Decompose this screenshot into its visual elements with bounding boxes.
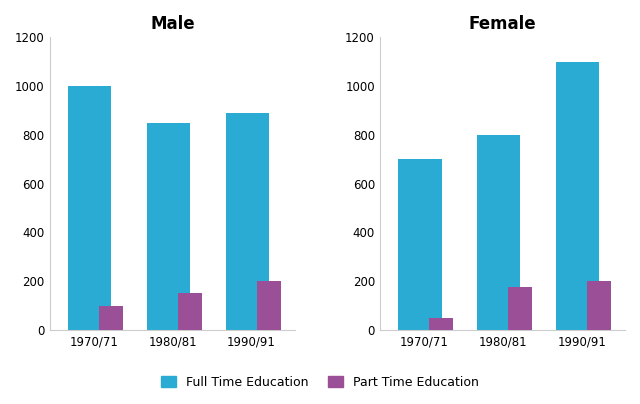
Bar xyxy=(178,293,202,330)
Bar xyxy=(587,281,611,330)
Bar xyxy=(99,306,123,330)
Bar xyxy=(508,287,532,330)
Bar xyxy=(556,62,600,330)
Title: Male: Male xyxy=(150,15,195,33)
Bar xyxy=(477,135,520,330)
Legend: Full Time Education, Part Time Education: Full Time Education, Part Time Education xyxy=(156,371,484,394)
Bar xyxy=(398,159,442,330)
Bar xyxy=(257,281,281,330)
Bar xyxy=(147,123,190,330)
Bar xyxy=(429,318,453,330)
Bar xyxy=(68,86,111,330)
Title: Female: Female xyxy=(469,15,536,33)
Bar xyxy=(226,113,269,330)
